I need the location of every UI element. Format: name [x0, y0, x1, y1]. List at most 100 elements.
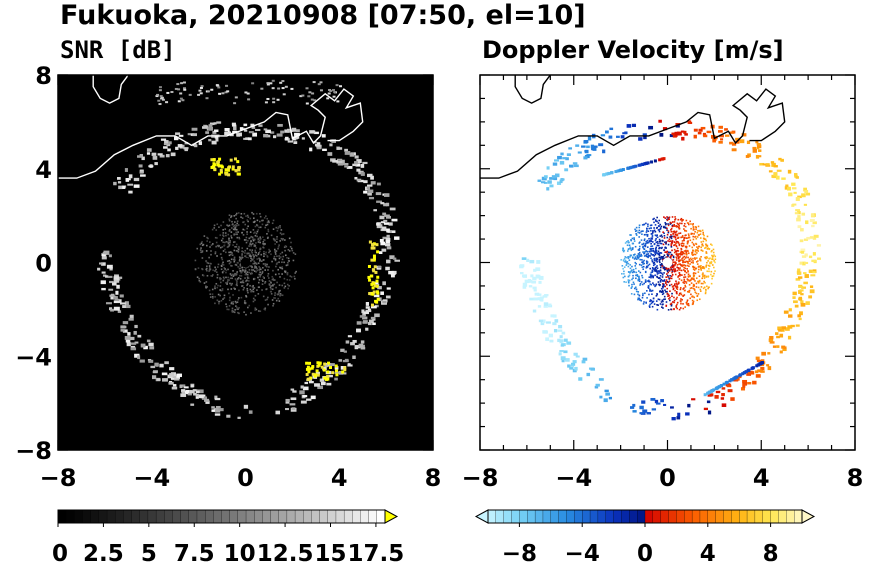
doppler-near-pixel — [688, 260, 690, 262]
doppler-near-pixel — [692, 243, 695, 245]
snr-ring-pixel — [115, 290, 119, 295]
snr-noise-pixel — [254, 234, 257, 237]
doppler-near-pixel — [646, 266, 649, 268]
snr-ring-pixel — [169, 367, 175, 371]
snr-noise-pixel — [264, 307, 267, 310]
snr-strong-echo — [370, 282, 374, 286]
doppler-near-pixel — [668, 253, 670, 255]
snr-noise-pixel — [284, 239, 286, 241]
doppler-near-pixel — [631, 256, 634, 259]
doppler-near-pixel — [695, 292, 698, 295]
doppler-near-pixel — [653, 257, 656, 260]
doppler-ring-pixel — [798, 290, 802, 294]
snr-clutter-pixel — [284, 85, 288, 88]
snr-ring-pixel — [290, 388, 295, 391]
snr-clutter-pixel — [233, 102, 237, 105]
snr-noise-pixel — [216, 244, 219, 247]
doppler-near-pixel — [635, 267, 637, 270]
snr-ring-pixel — [118, 185, 123, 190]
doppler-near-pixel — [639, 271, 642, 274]
snr-noise-pixel — [223, 297, 226, 299]
snr-ring-pixel — [116, 284, 120, 289]
snr-noise-pixel — [285, 245, 288, 248]
doppler-near-pixel — [651, 260, 654, 263]
doppler-ring-pixel — [761, 351, 766, 356]
snr-clutter-pixel — [199, 92, 203, 95]
snr-colorbar-cell — [213, 509, 223, 524]
doppler-ring-pixel — [540, 321, 545, 326]
snr-strong-echo — [376, 297, 380, 301]
doppler-colorbar-extend-max — [801, 509, 816, 524]
doppler-near-pixel — [685, 271, 688, 274]
snr-ring-pixel — [127, 332, 131, 336]
doppler-near-pixel — [642, 230, 644, 232]
doppler-ring-pixel — [548, 303, 552, 307]
doppler-near-pixel — [671, 286, 674, 288]
doppler-colorbar-cell — [605, 509, 615, 524]
snr-noise-pixel — [257, 238, 260, 240]
snr-noise-pixel — [201, 240, 203, 243]
doppler-ring-pixel — [542, 295, 548, 298]
doppler-colorbar-cell — [574, 509, 583, 524]
snr-ring-pixel — [208, 124, 213, 127]
snr-strong-echo — [224, 172, 228, 176]
snr-ring-pixel — [113, 296, 118, 300]
snr-colorbar-cell — [270, 509, 280, 524]
doppler-ring-pixel — [600, 134, 606, 137]
doppler-ring-pixel — [795, 209, 801, 212]
snr-noise-pixel — [235, 214, 237, 216]
snr-colorbar-cell — [66, 509, 75, 524]
doppler-near-pixel — [661, 276, 664, 278]
snr-y-tick-label: 4 — [35, 156, 52, 184]
snr-noise-pixel — [212, 274, 214, 276]
doppler-near-pixel — [662, 266, 665, 268]
snr-noise-pixel — [256, 269, 259, 272]
snr-noise-pixel — [233, 259, 236, 261]
doppler-near-pixel — [682, 242, 685, 245]
snr-ring-pixel — [370, 181, 376, 185]
doppler-near-pixel — [686, 260, 689, 263]
doppler-near-pixel — [643, 244, 646, 247]
doppler-ring-pixel — [799, 261, 803, 265]
snr-ring-pixel — [148, 165, 154, 168]
doppler-colorbar-cell — [676, 509, 685, 524]
doppler-near-pixel — [681, 253, 684, 256]
doppler-ring-pixel — [811, 224, 815, 228]
doppler-near-pixel — [687, 304, 690, 307]
doppler-near-pixel — [670, 275, 673, 278]
doppler-near-pixel — [649, 275, 652, 278]
snr-ring-pixel — [315, 371, 320, 375]
snr-clutter-pixel — [160, 97, 164, 100]
snr-noise-pixel — [266, 298, 268, 301]
snr-noise-pixel — [252, 262, 255, 265]
snr-strong-echo — [323, 376, 327, 380]
doppler-near-pixel — [699, 230, 702, 233]
doppler-near-pixel — [675, 238, 677, 241]
doppler-echo-pixel — [759, 362, 763, 366]
snr-noise-pixel — [245, 295, 248, 298]
doppler-near-pixel — [698, 268, 700, 271]
doppler-ring-pixel — [697, 131, 702, 135]
snr-noise-pixel — [222, 232, 225, 234]
doppler-near-pixel — [650, 233, 653, 235]
doppler-near-pixel — [632, 277, 634, 279]
snr-ring-pixel — [205, 131, 210, 134]
snr-noise-pixel — [253, 244, 256, 246]
doppler-ring-pixel — [816, 244, 822, 247]
doppler-near-pixel — [659, 227, 662, 229]
doppler-near-pixel — [688, 283, 691, 286]
snr-noise-pixel — [262, 219, 264, 222]
snr-noise-pixel — [245, 280, 247, 283]
doppler-near-pixel — [683, 276, 685, 279]
doppler-near-pixel — [631, 265, 633, 268]
doppler-near-pixel — [700, 246, 702, 249]
doppler-echo-pixel — [732, 377, 736, 381]
snr-noise-pixel — [261, 279, 264, 281]
snr-noise-pixel — [271, 288, 274, 291]
snr-noise-pixel — [274, 239, 276, 242]
doppler-ring-pixel — [785, 184, 789, 187]
doppler-ring-pixel — [787, 169, 792, 174]
snr-ring-pixel — [134, 341, 139, 344]
doppler-near-pixel — [685, 260, 688, 263]
snr-ring-pixel — [119, 294, 124, 298]
